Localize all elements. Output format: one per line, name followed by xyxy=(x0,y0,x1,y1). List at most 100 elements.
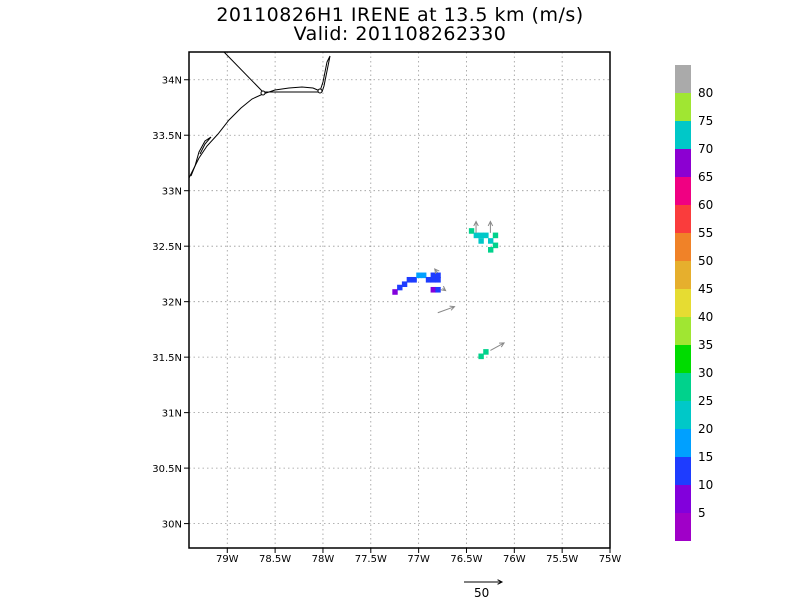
x-tick-label: 77W xyxy=(407,554,430,565)
colorbar-label: 40 xyxy=(698,310,713,324)
coast-point xyxy=(317,88,323,94)
colorbar-label: 50 xyxy=(698,254,713,268)
wind-cell xyxy=(488,247,494,253)
reference-vector-label: 50 xyxy=(474,586,489,600)
wind-cell xyxy=(435,286,441,293)
wind-cell xyxy=(468,228,475,234)
x-tick-label: 77.5W xyxy=(355,554,387,565)
chart-title: 20110826H1 IRENE at 13.5 km (m/s) xyxy=(216,4,584,26)
colorbar-label: 55 xyxy=(698,226,713,240)
y-tick-label: 31.5N xyxy=(152,353,182,364)
x-tick-label: 75.5W xyxy=(546,554,578,565)
colorbar-swatch xyxy=(675,373,691,401)
plot-frame xyxy=(188,51,611,549)
colorbar-label: 30 xyxy=(698,366,713,380)
wind-cell xyxy=(430,276,436,283)
colorbar: 5 10 15 20 25 30 35 40 45 50 55 60 65 70 75 80 xyxy=(675,65,713,541)
wind-cell xyxy=(478,353,484,360)
x-tick-label: 78W xyxy=(312,554,335,565)
x-tick-label: 75W xyxy=(599,554,622,565)
colorbar-swatch xyxy=(675,65,691,93)
colorbar-label: 10 xyxy=(698,478,713,492)
wind-cell xyxy=(401,281,408,288)
wind-cell xyxy=(478,232,484,239)
coastline-layer xyxy=(188,51,331,179)
colorbar-swatch xyxy=(675,261,691,289)
colorbar-label: 70 xyxy=(698,142,713,156)
wind-cells-layer xyxy=(392,228,499,360)
chart-subtitle: Valid: 201108262330 xyxy=(293,23,507,45)
coast-point xyxy=(260,90,266,96)
reference-vector-arrow xyxy=(464,579,504,585)
wind-cell xyxy=(478,238,484,244)
wind-vector xyxy=(434,268,440,275)
colorbar-label: 75 xyxy=(698,114,713,128)
colorbar-label: 25 xyxy=(698,394,713,408)
colorbar-label: 20 xyxy=(698,422,713,436)
x-tick-label: 76.5W xyxy=(450,554,482,565)
wind-cell xyxy=(425,276,432,283)
y-tick-label: 33N xyxy=(162,187,182,198)
wind-cell xyxy=(392,289,398,295)
colorbar-label: 65 xyxy=(698,170,713,184)
wind-cell xyxy=(435,272,441,279)
x-tick-label: 76W xyxy=(503,554,526,565)
colorbar-swatch xyxy=(675,429,691,457)
colorbar-swatch xyxy=(675,317,691,345)
colorbar-label: 45 xyxy=(698,282,713,296)
x-axis-ticks: 79W 78.5W 78W 77.5W 77W 76.5W 76W 75.5W 75W xyxy=(216,548,621,565)
colorbar-label: 35 xyxy=(698,338,713,352)
coastline xyxy=(188,86,321,179)
wind-cell xyxy=(406,276,413,283)
colorbar-label: 15 xyxy=(698,450,713,464)
colorbar-swatch xyxy=(675,205,691,233)
colorbar-swatch xyxy=(675,513,691,541)
wind-cell xyxy=(411,276,417,283)
y-tick-label: 30.5N xyxy=(152,464,182,475)
colorbar-swatch xyxy=(675,177,691,205)
y-tick-label: 32N xyxy=(162,298,182,309)
wind-cell xyxy=(483,232,489,239)
colorbar-swatch xyxy=(675,289,691,317)
colorbar-label: 60 xyxy=(698,198,713,212)
y-axis-ticks: 30N 30.5N 31N 31.5N 32N 32.5N 33N 33.5N 34N xyxy=(152,76,189,531)
state-border xyxy=(223,51,264,93)
coastline-inlet xyxy=(190,136,212,177)
colorbar-swatch xyxy=(675,457,691,485)
wind-cell xyxy=(430,272,436,279)
y-tick-label: 34N xyxy=(162,76,182,87)
plot-area-background xyxy=(189,52,610,548)
coastline-sound xyxy=(319,55,331,93)
wind-vector xyxy=(487,220,494,233)
colorbar-swatch xyxy=(675,93,691,121)
wind-vector xyxy=(440,285,447,292)
colorbar-swatch xyxy=(675,401,691,429)
wind-vector xyxy=(490,342,506,351)
wind-vector-layer xyxy=(434,220,506,351)
colorbar-swatch xyxy=(675,233,691,261)
wind-vector xyxy=(473,220,479,233)
colorbar-label: 80 xyxy=(698,86,713,100)
y-tick-label: 33.5N xyxy=(152,131,182,142)
wind-cell xyxy=(430,286,436,293)
wind-cell xyxy=(488,238,494,244)
x-tick-label: 79W xyxy=(216,554,239,565)
wind-cell xyxy=(421,272,427,279)
y-tick-label: 32.5N xyxy=(152,242,182,253)
y-tick-label: 31N xyxy=(162,409,182,420)
wind-cell xyxy=(473,232,480,239)
wind-cell xyxy=(416,272,422,279)
wind-cell xyxy=(492,242,499,249)
colorbar-label: 5 xyxy=(698,506,706,520)
reference-vector: 50 xyxy=(464,579,504,600)
wind-cell xyxy=(397,284,403,291)
colorbar-swatch xyxy=(675,121,691,149)
y-tick-label: 30N xyxy=(162,520,182,531)
wind-cell xyxy=(435,276,441,283)
colorbar-swatch xyxy=(675,345,691,373)
wind-cell xyxy=(492,232,499,239)
colorbar-swatch xyxy=(675,485,691,513)
colorbar-swatch xyxy=(675,149,691,177)
wind-vector xyxy=(437,305,456,314)
